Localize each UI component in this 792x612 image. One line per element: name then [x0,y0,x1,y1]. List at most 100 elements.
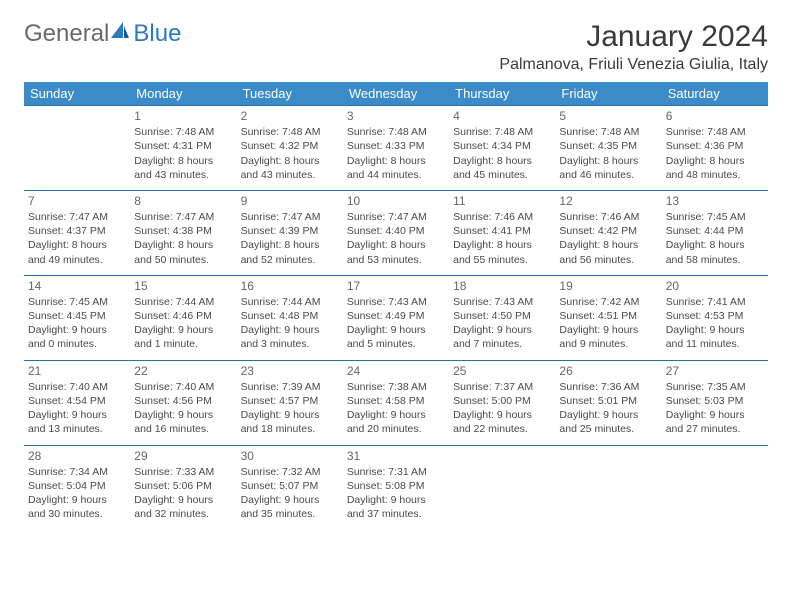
cell-text: Sunset: 4:39 PM [241,224,339,238]
calendar-cell: 22Sunrise: 7:40 AMSunset: 4:56 PMDayligh… [130,360,236,445]
calendar-cell [555,445,661,529]
cell-text: Daylight: 9 hours [453,408,551,422]
cell-text: Sunset: 4:54 PM [28,394,126,408]
cell-text: Sunrise: 7:31 AM [347,465,445,479]
cell-text: and 5 minutes. [347,337,445,351]
cell-text: Sunset: 5:04 PM [28,479,126,493]
calendar-cell: 16Sunrise: 7:44 AMSunset: 4:48 PMDayligh… [237,275,343,360]
cell-text: Daylight: 9 hours [241,408,339,422]
cell-text: Sunset: 4:31 PM [134,139,232,153]
cell-text: Sunset: 4:58 PM [347,394,445,408]
cell-text: Sunrise: 7:43 AM [453,295,551,309]
cell-text: and 43 minutes. [241,168,339,182]
cell-text: Sunset: 5:01 PM [559,394,657,408]
cell-text: Sunrise: 7:36 AM [559,380,657,394]
cell-text: and 11 minutes. [666,337,764,351]
cell-text: Sunrise: 7:39 AM [241,380,339,394]
day-number: 1 [134,108,232,124]
cell-text: Daylight: 9 hours [134,493,232,507]
calendar-cell [662,445,768,529]
weekday-header: Wednesday [343,82,449,106]
day-number: 25 [453,363,551,379]
day-number: 15 [134,278,232,294]
cell-text: Daylight: 8 hours [28,238,126,252]
day-number: 23 [241,363,339,379]
cell-text: Sunrise: 7:48 AM [453,125,551,139]
cell-text: Sunset: 5:07 PM [241,479,339,493]
cell-text: and 37 minutes. [347,507,445,521]
cell-text: and 0 minutes. [28,337,126,351]
cell-text: Daylight: 9 hours [559,323,657,337]
weekday-header-row: SundayMondayTuesdayWednesdayThursdayFrid… [24,82,768,106]
cell-text: Daylight: 8 hours [559,238,657,252]
cell-text: and 25 minutes. [559,422,657,436]
calendar-cell: 21Sunrise: 7:40 AMSunset: 4:54 PMDayligh… [24,360,130,445]
cell-text: Daylight: 8 hours [241,238,339,252]
cell-text: Sunset: 4:51 PM [559,309,657,323]
month-title: January 2024 [499,20,768,54]
calendar-cell: 17Sunrise: 7:43 AMSunset: 4:49 PMDayligh… [343,275,449,360]
calendar-cell: 27Sunrise: 7:35 AMSunset: 5:03 PMDayligh… [662,360,768,445]
title-block: January 2024 Palmanova, Friuli Venezia G… [499,20,768,74]
cell-text: and 53 minutes. [347,253,445,267]
cell-text: and 18 minutes. [241,422,339,436]
calendar-cell: 9Sunrise: 7:47 AMSunset: 4:39 PMDaylight… [237,190,343,275]
calendar-cell: 13Sunrise: 7:45 AMSunset: 4:44 PMDayligh… [662,190,768,275]
day-number: 26 [559,363,657,379]
cell-text: Daylight: 9 hours [666,323,764,337]
cell-text: and 43 minutes. [134,168,232,182]
cell-text: and 56 minutes. [559,253,657,267]
calendar-cell: 18Sunrise: 7:43 AMSunset: 4:50 PMDayligh… [449,275,555,360]
calendar-row: 7Sunrise: 7:47 AMSunset: 4:37 PMDaylight… [24,190,768,275]
calendar-cell: 5Sunrise: 7:48 AMSunset: 4:35 PMDaylight… [555,106,661,191]
weekday-header: Friday [555,82,661,106]
cell-text: Daylight: 9 hours [347,408,445,422]
calendar-body: 1Sunrise: 7:48 AMSunset: 4:31 PMDaylight… [24,106,768,530]
cell-text: Sunset: 4:36 PM [666,139,764,153]
logo-text-blue: Blue [133,20,181,48]
calendar-cell: 25Sunrise: 7:37 AMSunset: 5:00 PMDayligh… [449,360,555,445]
day-number: 12 [559,193,657,209]
cell-text: Sunset: 4:44 PM [666,224,764,238]
calendar-cell: 11Sunrise: 7:46 AMSunset: 4:41 PMDayligh… [449,190,555,275]
calendar-cell: 1Sunrise: 7:48 AMSunset: 4:31 PMDaylight… [130,106,236,191]
cell-text: Sunset: 5:00 PM [453,394,551,408]
calendar-table: SundayMondayTuesdayWednesdayThursdayFrid… [24,82,768,529]
cell-text: Daylight: 9 hours [453,323,551,337]
cell-text: and 30 minutes. [28,507,126,521]
cell-text: Daylight: 8 hours [559,154,657,168]
cell-text: and 55 minutes. [453,253,551,267]
calendar-row: 28Sunrise: 7:34 AMSunset: 5:04 PMDayligh… [24,445,768,529]
cell-text: and 7 minutes. [453,337,551,351]
cell-text: Daylight: 8 hours [241,154,339,168]
calendar-cell: 3Sunrise: 7:48 AMSunset: 4:33 PMDaylight… [343,106,449,191]
calendar-cell: 14Sunrise: 7:45 AMSunset: 4:45 PMDayligh… [24,275,130,360]
cell-text: Sunrise: 7:40 AM [134,380,232,394]
cell-text: Daylight: 9 hours [28,493,126,507]
day-number: 27 [666,363,764,379]
calendar-row: 1Sunrise: 7:48 AMSunset: 4:31 PMDaylight… [24,106,768,191]
calendar-cell: 23Sunrise: 7:39 AMSunset: 4:57 PMDayligh… [237,360,343,445]
cell-text: Daylight: 9 hours [28,323,126,337]
cell-text: Sunset: 4:46 PM [134,309,232,323]
cell-text: Sunrise: 7:47 AM [347,210,445,224]
cell-text: Daylight: 9 hours [347,493,445,507]
cell-text: Sunset: 4:45 PM [28,309,126,323]
day-number: 10 [347,193,445,209]
cell-text: Sunrise: 7:44 AM [134,295,232,309]
cell-text: Sunset: 4:33 PM [347,139,445,153]
weekday-header: Sunday [24,82,130,106]
cell-text: Daylight: 8 hours [347,154,445,168]
header: General Blue January 2024 Palmanova, Fri… [24,20,768,74]
weekday-header: Thursday [449,82,555,106]
cell-text: Sunset: 4:40 PM [347,224,445,238]
cell-text: and 22 minutes. [453,422,551,436]
cell-text: Sunrise: 7:46 AM [453,210,551,224]
cell-text: Sunrise: 7:47 AM [28,210,126,224]
cell-text: Sunrise: 7:47 AM [241,210,339,224]
cell-text: Sunrise: 7:48 AM [134,125,232,139]
calendar-cell: 20Sunrise: 7:41 AMSunset: 4:53 PMDayligh… [662,275,768,360]
cell-text: and 1 minute. [134,337,232,351]
cell-text: Sunrise: 7:45 AM [28,295,126,309]
cell-text: and 32 minutes. [134,507,232,521]
